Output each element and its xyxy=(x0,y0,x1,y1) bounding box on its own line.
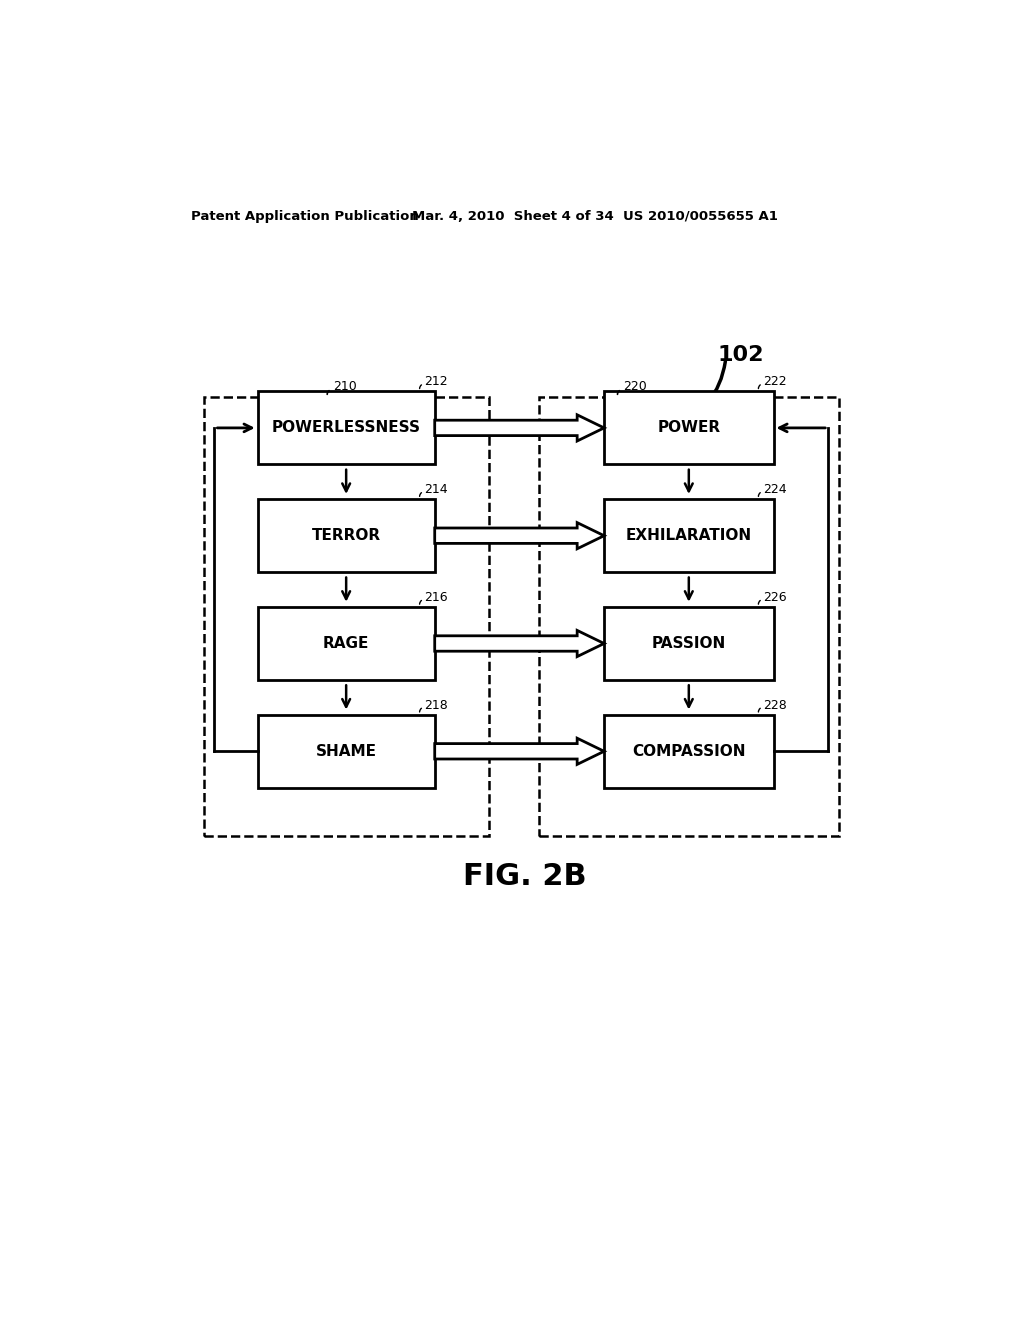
Bar xyxy=(604,391,773,465)
Text: 214: 214 xyxy=(424,483,447,496)
Bar xyxy=(258,499,435,573)
Text: US 2010/0055655 A1: US 2010/0055655 A1 xyxy=(624,210,778,223)
Text: EXHILARATION: EXHILARATION xyxy=(626,528,752,544)
Text: PASSION: PASSION xyxy=(651,636,726,651)
Bar xyxy=(204,397,488,836)
Text: 228: 228 xyxy=(763,698,786,711)
Text: SHAME: SHAME xyxy=(315,743,377,759)
Bar xyxy=(604,607,773,680)
Text: RAGE: RAGE xyxy=(323,636,370,651)
Text: POWERLESSNESS: POWERLESSNESS xyxy=(271,420,421,436)
Text: 102: 102 xyxy=(717,345,764,364)
Text: 212: 212 xyxy=(424,375,447,388)
Bar xyxy=(539,397,839,836)
Polygon shape xyxy=(435,738,604,764)
Polygon shape xyxy=(435,631,604,656)
FancyArrowPatch shape xyxy=(672,362,725,425)
Text: 226: 226 xyxy=(763,591,786,603)
Text: 210: 210 xyxy=(333,380,356,393)
Text: 222: 222 xyxy=(763,375,786,388)
Bar xyxy=(258,714,435,788)
Polygon shape xyxy=(435,414,604,441)
Bar xyxy=(604,714,773,788)
Text: POWER: POWER xyxy=(657,420,720,436)
Bar xyxy=(604,499,773,573)
Text: 224: 224 xyxy=(763,483,786,496)
Text: Patent Application Publication: Patent Application Publication xyxy=(190,210,419,223)
Bar xyxy=(258,391,435,465)
Text: 218: 218 xyxy=(424,698,447,711)
Text: 216: 216 xyxy=(424,591,447,603)
Text: TERROR: TERROR xyxy=(311,528,381,544)
Bar xyxy=(258,607,435,680)
Text: COMPASSION: COMPASSION xyxy=(632,743,745,759)
Polygon shape xyxy=(435,523,604,549)
Text: 220: 220 xyxy=(624,380,647,393)
Text: FIG. 2B: FIG. 2B xyxy=(463,862,587,891)
Text: Mar. 4, 2010  Sheet 4 of 34: Mar. 4, 2010 Sheet 4 of 34 xyxy=(412,210,613,223)
